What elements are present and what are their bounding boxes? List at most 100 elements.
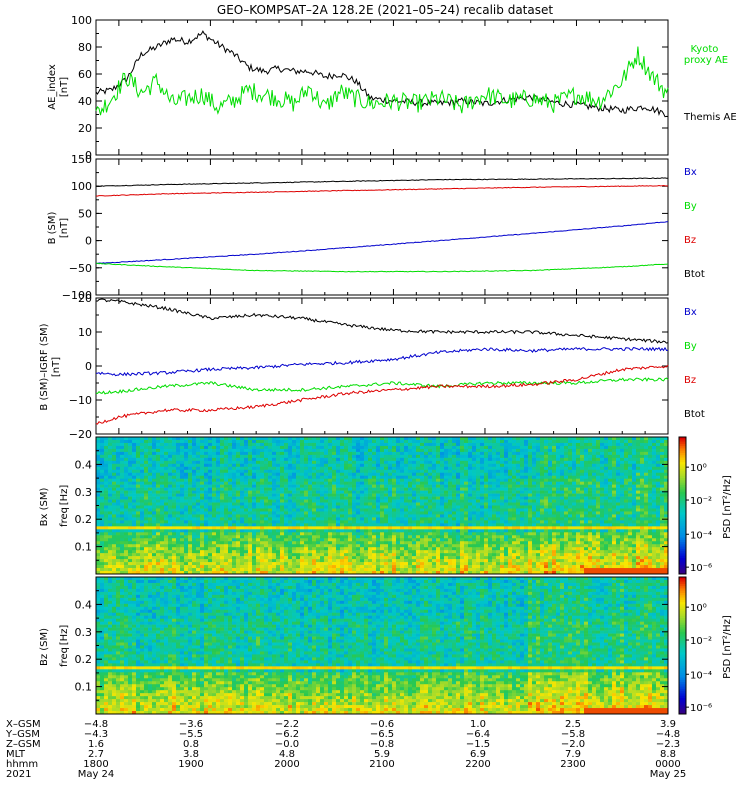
spectrogram-cell xyxy=(152,469,157,474)
spectrogram-cell xyxy=(264,514,269,518)
spectrogram-cell xyxy=(124,535,129,539)
spectrogram-cell xyxy=(304,493,309,497)
spectrogram-cell xyxy=(412,472,417,477)
spectrogram-cell xyxy=(228,481,233,485)
spectrogram-cell xyxy=(120,562,125,566)
spectrogram-cell xyxy=(112,454,117,459)
spectrogram-cell xyxy=(168,559,173,563)
spectrogram-cell xyxy=(380,460,385,465)
spectrogram-cell xyxy=(424,469,429,474)
spectrogram-cell xyxy=(408,466,413,471)
spectrogram-cell xyxy=(492,448,497,453)
spectrogram-cell xyxy=(184,451,189,456)
spectrogram-cell xyxy=(200,505,205,509)
spectrogram-cell xyxy=(408,460,413,465)
spectrogram-cell xyxy=(252,565,257,569)
spectrogram-cell xyxy=(432,499,437,503)
spectrogram-cell xyxy=(188,553,193,557)
spectrogram-cell xyxy=(420,541,425,545)
spectrogram-cell xyxy=(112,451,117,456)
spectrogram-cell xyxy=(180,517,185,521)
spectrogram-cell xyxy=(428,553,433,557)
spectrogram-cell xyxy=(336,448,341,453)
spectrogram-cell xyxy=(340,499,345,503)
spectrogram-cell xyxy=(436,478,441,482)
spectrogram-cell xyxy=(360,487,365,491)
spectrogram-cell xyxy=(284,475,289,479)
spectrogram-cell xyxy=(224,562,229,566)
spectrogram-cell xyxy=(180,538,185,542)
bz-spec-freq-word: freq xyxy=(59,647,70,667)
spectrogram-cell xyxy=(104,550,109,554)
spectrogram-cell xyxy=(472,562,477,566)
spectrogram-cell xyxy=(444,535,449,539)
spectrogram-cell xyxy=(384,523,389,527)
spectrogram-cell xyxy=(384,553,389,557)
spectrogram-cell xyxy=(440,505,445,509)
spectrogram-cell xyxy=(448,478,453,482)
spectrogram-cell xyxy=(160,490,165,494)
spectrogram-cell xyxy=(424,437,429,441)
spectrogram-cell xyxy=(416,526,421,530)
spectrogram-cell xyxy=(372,472,377,477)
spectrogram-cell xyxy=(356,460,361,465)
spectrogram-cell xyxy=(408,496,413,500)
spectrogram-cell xyxy=(436,502,441,506)
spectrogram-cell xyxy=(384,478,389,482)
spectrogram-cell xyxy=(388,469,393,474)
spectrogram-cell xyxy=(240,457,245,462)
spectrogram-cell xyxy=(124,523,129,527)
spectrogram-cell xyxy=(116,439,121,444)
spectrogram-cell xyxy=(320,508,325,512)
spectrogram-cell xyxy=(156,499,161,503)
spectrogram-cell xyxy=(476,457,481,462)
y-tick-label: 100 xyxy=(71,14,92,27)
spectrogram-cell xyxy=(396,571,401,575)
spectrogram-cell xyxy=(184,437,189,441)
spectrogram-cell xyxy=(252,439,257,444)
spectrogram-cell xyxy=(292,511,297,515)
spectrogram-cell xyxy=(224,541,229,545)
spectrogram-cell xyxy=(492,502,497,506)
spectrogram-cell xyxy=(308,571,313,575)
spectrogram-cell xyxy=(280,523,285,527)
spectrogram-cell xyxy=(188,520,193,524)
spectrogram-cell xyxy=(108,451,113,456)
spectrogram-cell xyxy=(364,562,369,566)
spectrogram-cell xyxy=(392,541,397,545)
spectrogram-cell xyxy=(348,550,353,554)
spectrogram-cell xyxy=(308,550,313,554)
spectrogram-cell xyxy=(200,550,205,554)
spectrogram-cell xyxy=(276,457,281,462)
spectrogram-cell xyxy=(412,505,417,509)
spectrogram-cell xyxy=(428,463,433,468)
spectrogram-cell xyxy=(488,514,493,518)
spectrogram-cell xyxy=(284,517,289,521)
spectrogram-cell xyxy=(352,553,357,557)
spectrogram-cell xyxy=(156,547,161,551)
spectrogram-cell xyxy=(292,490,297,494)
spectrogram-cell xyxy=(268,523,273,527)
spectrogram-cell xyxy=(136,445,141,450)
spectrogram-cell xyxy=(468,544,473,548)
spectrogram-cell xyxy=(376,544,381,548)
spectrogram-cell xyxy=(248,529,253,533)
spectrogram-cell xyxy=(104,526,109,530)
spectrogram-cell xyxy=(324,565,329,569)
spectrogram-cell xyxy=(112,505,117,509)
spectrogram-cell xyxy=(384,520,389,524)
series-line-bz xyxy=(95,184,669,197)
spectrogram-cell xyxy=(252,562,257,566)
spectrogram-cell xyxy=(480,520,485,524)
spectrogram-cell xyxy=(248,535,253,539)
spectrogram-cell xyxy=(308,556,313,560)
spectrogram-cell xyxy=(312,481,317,485)
spectrogram-cell xyxy=(284,550,289,554)
spectrogram-cell xyxy=(336,439,341,444)
spectrogram-cell xyxy=(240,502,245,506)
spectrogram-cell xyxy=(208,496,213,500)
spectrogram-cell xyxy=(256,526,261,530)
spectrogram-cell xyxy=(260,511,265,515)
spectrogram-cell xyxy=(404,568,409,572)
spectrogram-cell xyxy=(404,553,409,557)
